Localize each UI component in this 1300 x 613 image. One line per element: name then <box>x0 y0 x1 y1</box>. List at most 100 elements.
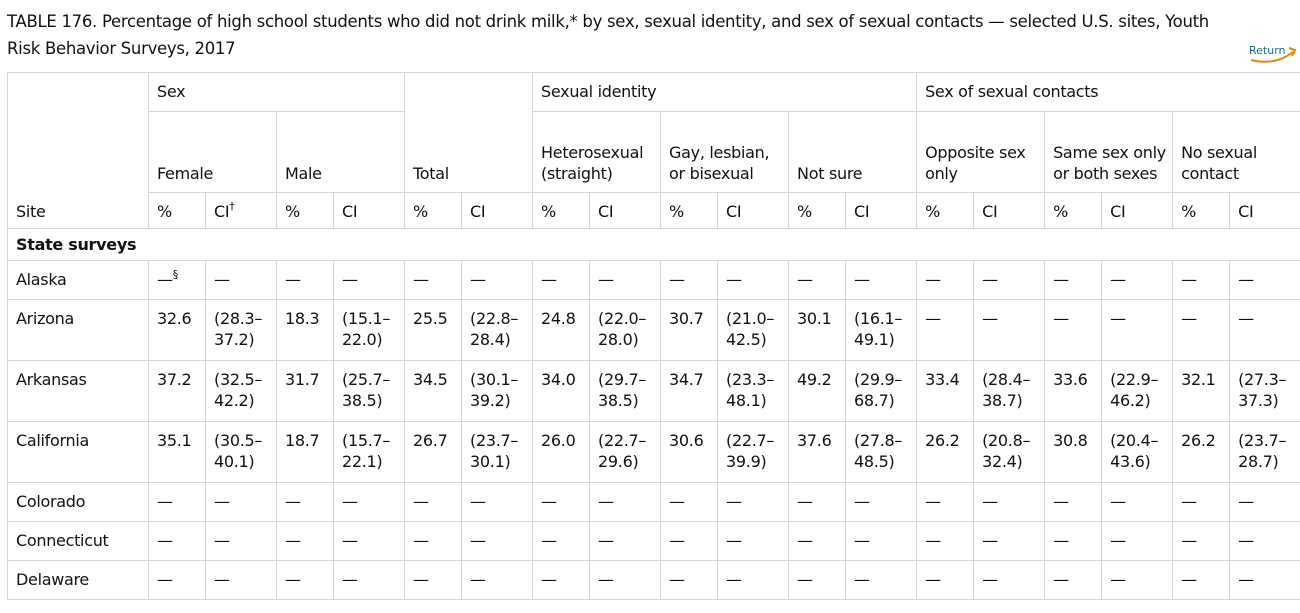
data-table: Site Sex Total Sexual identity Sex of sexual… <box>6 72 1300 600</box>
data-cell: — <box>404 560 463 600</box>
header-row: Female Male Heterosexual (straight) Gay, le… <box>8 111 1300 193</box>
column-header: CI <box>973 192 1046 229</box>
data-cell: — <box>589 482 662 522</box>
data-cell: (30.5–40.1) <box>205 421 277 483</box>
site-cell: Alaska <box>7 260 149 300</box>
data-row: Alaska —§ — — — — — — — — — — — — — — — — — <box>7 260 1300 300</box>
cell-text: % <box>413 202 428 221</box>
data-cell: — <box>1172 560 1231 600</box>
data-cell: — <box>205 260 277 300</box>
footnote-mark: † <box>229 200 235 213</box>
footnote-mark: § <box>172 268 179 281</box>
section-label: State surveys <box>6 228 1300 261</box>
data-cell: — <box>788 521 847 561</box>
subgroup-header: Female <box>148 111 277 193</box>
data-cell: — <box>1101 482 1174 522</box>
data-row: Arizona 32.6 (28.3–37.2) 18.3 (15.1–22.0) 25.… <box>7 299 1300 361</box>
data-cell: — <box>1229 560 1300 600</box>
subgroup-header: Gay, lesbian, or bisexual <box>660 111 790 193</box>
cell-text: CI <box>1238 202 1254 221</box>
column-header: CI† <box>205 192 277 229</box>
data-cell: 25.5 <box>404 299 463 361</box>
data-cell: — <box>332 560 406 600</box>
data-cell: (23.3–48.1) <box>717 360 790 422</box>
data-cell: — <box>660 560 719 600</box>
return-arrow <box>1250 47 1297 63</box>
cell-text: % <box>1053 202 1068 221</box>
site-cell: Arkansas <box>7 360 149 422</box>
data-cell: — <box>1044 299 1103 361</box>
data-cell: — <box>1101 260 1174 300</box>
data-cell: 26.0 <box>532 421 591 483</box>
data-cell: 30.8 <box>1044 421 1103 483</box>
data-cell: — <box>461 260 534 300</box>
data-cell: — <box>1172 299 1231 361</box>
cell-text: CI <box>854 202 870 221</box>
data-cell: — <box>148 560 206 600</box>
data-cell: (27.8–48.5) <box>845 421 918 483</box>
data-cell: (22.7–29.6) <box>589 421 662 483</box>
cell-text: % <box>157 202 172 221</box>
data-row: California 35.1 (30.5–40.1) 18.7 (15.7–22.1)… <box>7 421 1300 483</box>
data-cell: — <box>973 482 1046 522</box>
data-cell: — <box>916 260 975 300</box>
column-header: % <box>532 192 591 229</box>
data-cell: — <box>660 260 719 300</box>
data-cell: (20.8–32.4) <box>973 421 1046 483</box>
data-cell: — <box>717 482 790 522</box>
header-row: Site Sex Total Sexual identity Sex of sexual… <box>7 72 1300 229</box>
data-cell: — <box>276 260 334 300</box>
data-cell: (21.0–42.5) <box>717 299 790 361</box>
data-cell: — <box>589 521 662 561</box>
site-header: Site <box>7 72 149 229</box>
data-cell: — <box>717 260 790 300</box>
data-cell: — <box>461 560 534 600</box>
data-cell: (28.3–37.2) <box>205 299 277 361</box>
data-cell: — <box>148 482 206 522</box>
data-cell: (27.3–37.3) <box>1229 360 1300 422</box>
data-cell: — <box>589 560 662 600</box>
header-row: % CI†% CI% CI% CI% CI% CI% CI% CI% CI <box>8 192 1300 229</box>
data-cell: — <box>461 521 534 561</box>
column-header: CI <box>717 192 790 229</box>
data-cell: 37.6 <box>788 421 847 483</box>
data-cell: (29.9–68.7) <box>845 360 918 422</box>
column-header: CI <box>1229 192 1300 229</box>
data-cell: — <box>660 482 719 522</box>
site-cell: Delaware <box>7 560 149 600</box>
data-cell: (23.7–28.7) <box>1229 421 1300 483</box>
cell-text: % <box>669 202 684 221</box>
data-cell: — <box>589 260 662 300</box>
data-cell: — <box>1101 560 1174 600</box>
data-cell: 30.1 <box>788 299 847 361</box>
column-header: % <box>1044 192 1103 229</box>
data-cell: — <box>1229 482 1300 522</box>
return-label[interactable]: Return <box>1249 44 1286 57</box>
data-cell: (15.1–22.0) <box>332 299 406 361</box>
data-cell: — <box>916 482 975 522</box>
data-cell: 34.0 <box>532 360 591 422</box>
data-cell: — <box>973 299 1046 361</box>
cell-text: % <box>1181 202 1196 221</box>
return-link[interactable]: Return <box>1249 40 1297 64</box>
group-header: Total <box>404 72 534 193</box>
data-cell: — <box>973 260 1046 300</box>
data-cell: —§ <box>148 260 206 300</box>
column-header: % <box>916 192 975 229</box>
data-cell: — <box>717 560 790 600</box>
data-cell: — <box>276 482 334 522</box>
data-cell: 33.4 <box>916 360 975 422</box>
data-cell: — <box>1044 560 1103 600</box>
data-cell: — <box>276 560 334 600</box>
data-cell: 31.7 <box>276 360 334 422</box>
data-cell: 37.2 <box>148 360 206 422</box>
data-cell: (15.7–22.1) <box>332 421 406 483</box>
data-cell: 18.3 <box>276 299 334 361</box>
cell-text: CI <box>342 202 358 221</box>
group-header: Sex of sexual contacts <box>916 72 1300 112</box>
column-header: CI <box>845 192 918 229</box>
data-cell: — <box>845 560 918 600</box>
cell-text: % <box>797 202 812 221</box>
